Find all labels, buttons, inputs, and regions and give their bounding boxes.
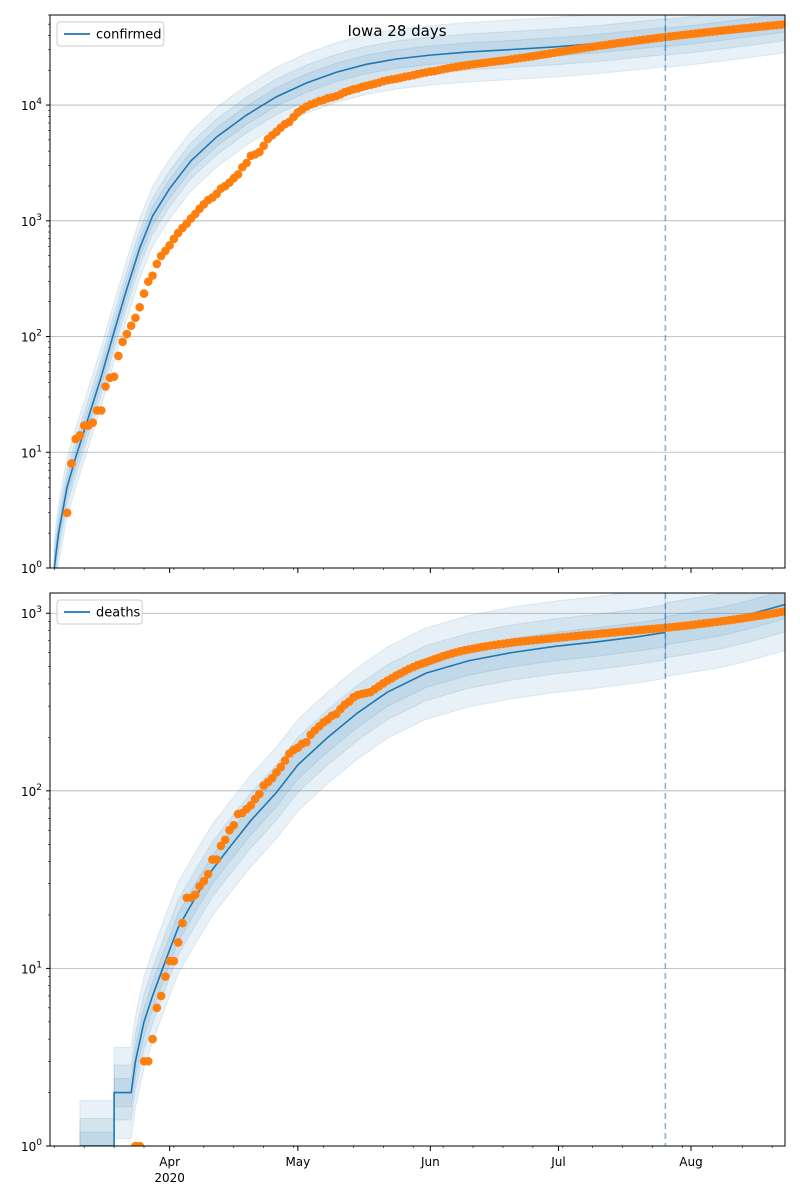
confirmed-y-tick-label: 102 [21, 329, 42, 345]
confirmed-observed-point [255, 147, 264, 157]
deaths-observed-point [220, 835, 230, 845]
confirmed-y-ticks: 100 101 102 103 104 [21, 14, 50, 576]
deaths-observed-point [178, 918, 187, 928]
confirmed-observed-point [126, 321, 136, 331]
confirmed-y-tick-label: 103 [21, 213, 42, 229]
deaths-y-tick-label: 102 [21, 783, 42, 799]
confirmed-observed-point [233, 170, 243, 179]
confirmed-observed-point [259, 141, 268, 151]
deaths-confidence-bands [79, 593, 785, 1146]
deaths-confidence-band [79, 604, 666, 1146]
deaths-observed-point [135, 1141, 145, 1146]
confirmed-y-tick-label: 101 [21, 444, 42, 460]
confirmed-observed-point [169, 234, 179, 244]
deaths-x-tick-label: Jul [550, 1155, 565, 1169]
confirmed-observed-point [118, 337, 127, 347]
deaths-observed-point [246, 800, 256, 810]
deaths-observed-point [148, 1034, 157, 1044]
deaths-observed-point [156, 991, 166, 1001]
confirmed-y-tick-label: 104 [21, 97, 42, 113]
confirmed-legend-box [56, 21, 165, 47]
confirmed-observed-point [131, 313, 140, 323]
confirmed-observed-point [242, 158, 251, 168]
confirmed-legend: confirmed [56, 21, 165, 47]
deaths-observed-point [173, 938, 183, 947]
deaths-observed-point [780, 606, 785, 616]
deaths-y-tick-label: 103 [21, 605, 42, 621]
deaths-observed-point [212, 855, 221, 864]
confirmed-series [53, 19, 785, 568]
chart-title: Iowa 28 days [347, 22, 446, 40]
confirmed-observed-point [67, 459, 76, 468]
deaths-observed-point [280, 756, 290, 765]
confirmed-observed-point [143, 277, 153, 286]
deaths-observed-point [216, 841, 226, 851]
confirmed-observed-point [101, 382, 110, 391]
deaths-y-ticks: 100 101 102 103 [21, 605, 50, 1154]
deaths-model-line [79, 631, 666, 1146]
confirmed-observed-point [152, 259, 162, 269]
confirmed-observed-point [165, 241, 174, 250]
deaths-observed-point [255, 789, 264, 799]
deaths-x-tick-sublabel: 2020 [154, 1171, 185, 1185]
confirmed-observed-point [148, 271, 157, 280]
deaths-observed-point [302, 737, 311, 747]
confirmed-observed-point [780, 19, 785, 29]
confirmed-observed-point [135, 302, 145, 312]
deaths-observed-point [229, 820, 239, 830]
confirmed-confidence-band [53, 18, 666, 568]
deaths-x-tick-label: May [285, 1155, 310, 1169]
confirmed-observed-point [88, 418, 98, 428]
confirmed-axes-frame [49, 14, 786, 569]
confirmed-observed-point [109, 372, 119, 381]
deaths-panel: Apr 2020 May Jun Jul Aug 100 101 102 103 deaths [21, 592, 786, 1185]
deaths-observed-point [276, 762, 286, 772]
deaths-legend-label: deaths [96, 606, 141, 621]
deaths-observed-point [161, 972, 170, 981]
confirmed-x-ticks [53, 568, 773, 573]
deaths-observed-point [143, 1056, 153, 1066]
confirmed-grid [50, 104, 785, 568]
deaths-legend-box [56, 599, 143, 625]
deaths-observed-point [169, 956, 179, 966]
confirmed-observed-point [62, 508, 72, 518]
deaths-observed-point [152, 1003, 162, 1013]
deaths-grid [50, 612, 785, 1146]
deaths-x-tick-label: Apr [159, 1155, 180, 1169]
deaths-observed-point [199, 876, 209, 886]
confirmed-model-line [53, 35, 666, 568]
confirmed-observed-point [122, 329, 132, 339]
confirmed-observed-point [96, 406, 106, 415]
deaths-axes-frame [49, 592, 786, 1147]
deaths-y-tick-label: 101 [21, 960, 42, 976]
confirmed-legend-label: confirmed [96, 28, 162, 43]
confirmed-observed-point [75, 431, 85, 440]
deaths-observed-point [190, 890, 200, 900]
deaths-series [79, 603, 785, 1146]
confirmed-observed-point [139, 289, 149, 298]
deaths-legend: deaths [56, 599, 143, 625]
deaths-confidence-band [664, 593, 785, 659]
confirmed-panel: 100 101 102 103 104 confirmed Iowa 28 days [21, 14, 786, 576]
confirmed-y-tick-label: 100 [21, 560, 42, 576]
deaths-x-tick-label: Jun [420, 1155, 440, 1169]
deaths-y-tick-label: 100 [21, 1138, 42, 1154]
deaths-x-ticks: Apr 2020 May Jun Jul Aug [53, 1146, 773, 1185]
confirmed-observed-point [114, 351, 123, 361]
deaths-observed-point [203, 869, 213, 879]
deaths-x-tick-label: Aug [679, 1155, 702, 1169]
